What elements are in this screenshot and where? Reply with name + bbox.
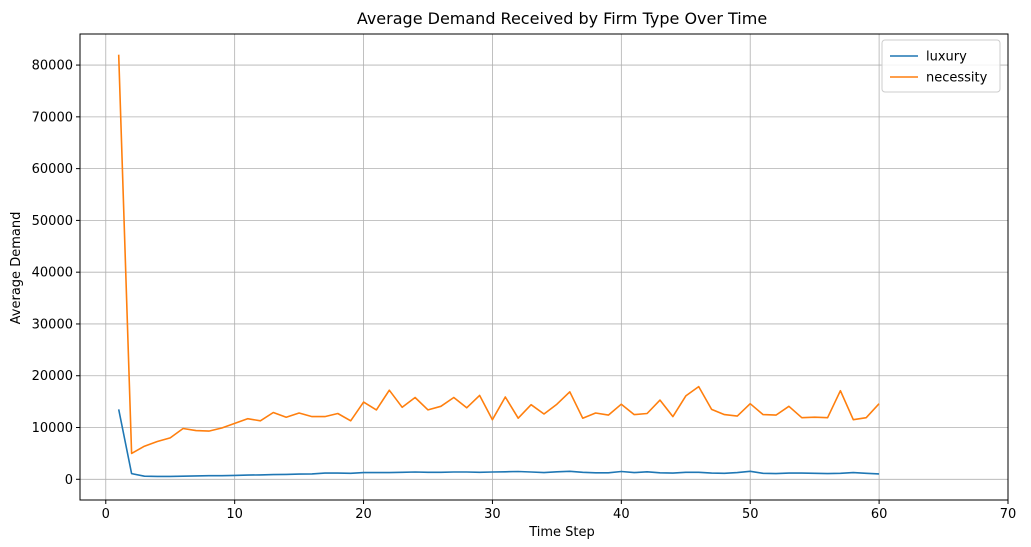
y-ticks: 0 10000 20000 30000 40000 50000 60000 70000 8000…: [32, 59, 80, 488]
x-tick-label: 40: [613, 507, 630, 522]
x-tick-label: 0: [102, 507, 110, 522]
x-tick-label: 50: [742, 507, 759, 522]
legend-box: [881, 39, 1001, 93]
y-tick-label: 70000: [32, 110, 73, 125]
y-tick-label: 20000: [32, 369, 73, 384]
x-tick-label: 30: [484, 507, 501, 522]
legend: luxury necessity: [881, 39, 1001, 93]
y-tick-label: 0: [65, 473, 73, 488]
y-axis-label: Average Demand: [9, 212, 24, 325]
y-tick-label: 10000: [32, 421, 73, 436]
series-line-luxury: [117, 409, 880, 478]
x-tick-label: 20: [355, 507, 372, 522]
y-tick-label: 40000: [32, 266, 73, 281]
y-tick-label: 60000: [32, 162, 73, 177]
series-line-necessity: [117, 54, 880, 455]
y-tick-label: 80000: [32, 59, 73, 74]
x-ticks: 0 10 20 30 40 50 60 70: [102, 500, 1017, 522]
legend-label-necessity: necessity: [926, 71, 988, 86]
x-axis-label: Time Step: [528, 525, 595, 540]
legend-label-luxury: luxury: [926, 50, 967, 65]
series-layer: [117, 54, 880, 478]
x-tick-label: 70: [1000, 507, 1017, 522]
plot-frame: [79, 33, 1009, 501]
y-tick-label: 30000: [32, 317, 73, 332]
grid: [80, 34, 1009, 500]
x-tick-label: 60: [871, 507, 888, 522]
y-tick-label: 50000: [32, 214, 73, 229]
chart-title: Average Demand Received by Firm Type Ove…: [357, 9, 767, 28]
x-tick-label: 10: [226, 507, 243, 522]
